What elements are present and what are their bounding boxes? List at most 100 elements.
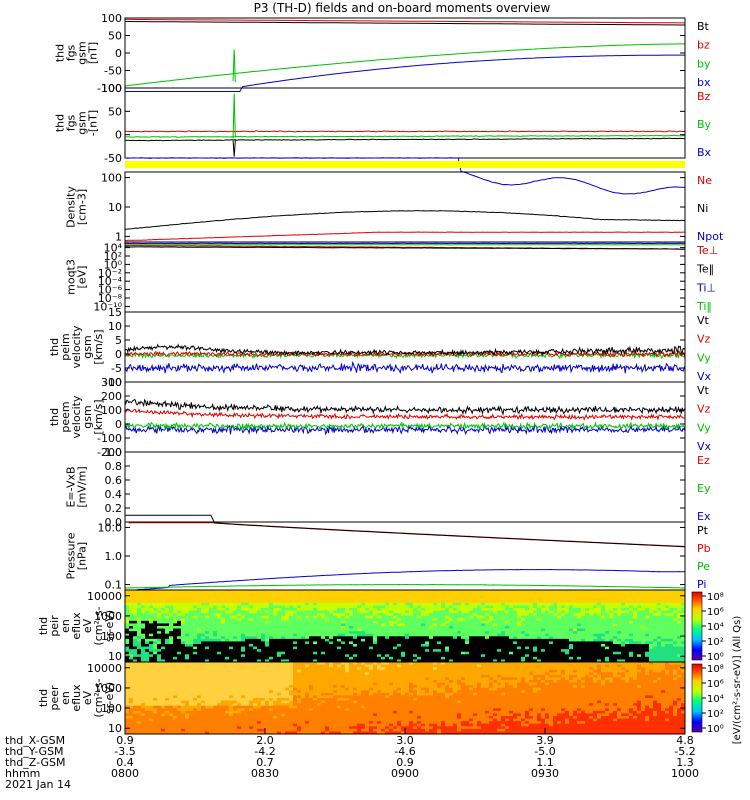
legend-Vx: Vx: [697, 370, 712, 383]
legend-Vz: Vz: [697, 333, 711, 346]
ytick-label: 10⁻⁴: [98, 275, 123, 288]
ytick-label: 0: [115, 418, 122, 431]
trace-bz: [125, 18, 685, 24]
ylabel-line: gsm: [76, 111, 89, 134]
ylabel-line: [cm-3]: [76, 189, 89, 225]
xaxis-value: -5.0: [534, 745, 555, 758]
colorbar-tick: 10⁶: [707, 679, 724, 690]
ytick-label: 10²: [104, 250, 122, 263]
panel-peer-eflux-traces: [125, 662, 686, 735]
ylabel-line: gsm: [81, 405, 94, 428]
panel-density-frame: [124, 171, 686, 243]
legend-Bt: Bt: [697, 20, 710, 33]
colorbar-peir-eflux: 10⁸ 10⁶ 10⁴ 10² 10⁰ [eV/(cm²-s-sr-eV)] (All Q…: [691, 591, 743, 745]
ylabel-line: [mV/m]: [76, 466, 89, 507]
legend-Vx: Vx: [697, 440, 712, 453]
xaxis-row-label: thd_Z-GSM: [5, 756, 65, 769]
spectrogram-peir-eflux: [125, 590, 686, 663]
trace-bt: [125, 21, 685, 26]
xaxis-value: 0930: [531, 767, 559, 780]
ylabel-line: [nPa]: [76, 542, 89, 570]
ylabel-line: eflux: [70, 684, 83, 712]
panel-efield: 1.00.80.60.40.20.0 E=-VxB[mV/m] Ez Ey Ex: [65, 446, 711, 529]
ylabel-line: [km/s]: [92, 399, 105, 434]
ylabel-line: sr-eV): [103, 610, 116, 642]
panel-pressure-traces: [124, 514, 686, 592]
legend-Npot: Npot: [697, 230, 724, 243]
panel-peer-eflux: 10000 1000 100 10 thdpeerenefluxeV(cm²-s-sr-…: [37, 661, 686, 735]
trace-by: [124, 43, 685, 87]
ytick-label: 10: [108, 722, 122, 735]
colorbar-tick: 10⁶: [707, 607, 724, 618]
ylabel-line: Density: [65, 186, 78, 228]
panel-temperature: 10⁴10²10⁰10⁻²10⁻⁴10⁻⁶10⁻⁸10⁻¹⁰moqt3[eV]T…: [65, 241, 718, 313]
ylabel-line: fgs: [65, 44, 78, 61]
xaxis-row-label: thd_X-GSM: [5, 734, 65, 747]
trace-pt: [125, 514, 686, 548]
panel-efield-yticks: 1.00.80.60.40.20.0: [105, 446, 685, 529]
xaxis-value: 1.1: [536, 756, 554, 769]
ylabel-line: gsm: [81, 335, 94, 358]
ylabel-line: peem: [59, 401, 72, 432]
legend-Vz: Vz: [697, 403, 711, 416]
legend-Pi: Pi: [697, 578, 706, 591]
trace-npot: [124, 157, 686, 195]
xaxis-value: 4.8: [676, 734, 694, 747]
colorbar-tick: 10²: [707, 637, 724, 648]
xaxis-value: -4.6: [394, 745, 415, 758]
ylabel-line: velocity: [70, 395, 83, 438]
ytick-label: 1000: [94, 682, 122, 695]
panel-fgs-dsl-frame: [124, 87, 686, 159]
ytick-label: 0.8: [105, 460, 123, 473]
ylabel-line: moqt3: [65, 259, 78, 295]
trace-bx: [125, 54, 685, 92]
legend-Ne: Ne: [697, 174, 712, 187]
ytick-label: 100: [101, 404, 122, 417]
ylabel-line: peim: [59, 333, 72, 361]
panel-temperature-frame: [124, 241, 686, 313]
colorbar-peer-eflux: 10⁸ 10⁶ 10⁴ 10² 10⁰: [691, 663, 724, 735]
ytick-label: 0.0: [105, 516, 123, 529]
ytick-label: 0: [115, 129, 122, 142]
spike-by: [232, 49, 236, 83]
trace-bx-dark: [124, 137, 686, 142]
legend-Ti‖: Ti‖: [696, 300, 712, 313]
colorbar-label: [eV/(cm²-s-sr-eV)] (All Qs): [732, 616, 743, 745]
trace-vx: [124, 423, 686, 436]
ylabel-line: thd: [48, 408, 61, 426]
ytick-label: -100: [97, 432, 122, 445]
panel-peer-eflux-yticks: 10000 1000 100 10: [87, 662, 685, 735]
legend-By: By: [697, 118, 712, 131]
xaxis-value: 0.4: [116, 756, 134, 769]
ytick-label: 300: [101, 376, 122, 389]
ylabel-line: en: [59, 619, 72, 633]
trace-te-par: [125, 246, 686, 250]
panel-pressure-frame: [124, 521, 686, 591]
ytick-label: 100: [101, 172, 122, 185]
panel-fgs-dsl-legend: Bz By Bx: [697, 90, 712, 159]
ytick-label: -5: [111, 362, 122, 375]
ylabel-line: thd: [54, 114, 67, 132]
panel-fgs-gsm-traces: [124, 18, 685, 92]
legend-Bx: Bx: [697, 146, 712, 159]
ylabel-line: -[nT]: [87, 110, 100, 136]
ytick-label: 100: [101, 82, 122, 95]
panel-efield-ylabel: E=-VxB[mV/m]: [65, 466, 89, 507]
ytick-label: 0.2: [105, 502, 123, 515]
colorbar-tick: 10⁴: [707, 694, 724, 705]
ytick-label: 0.6: [105, 474, 123, 487]
legend-Pe: Pe: [697, 560, 710, 573]
panel-peim-velocity-frame: [124, 311, 686, 383]
trace-ni: [124, 210, 686, 230]
ylabel-line: peer: [48, 685, 61, 711]
ylabel-line: thd: [37, 617, 50, 635]
ytick-label: 1000: [94, 610, 122, 623]
panel-peir-eflux: 10000 1000 100 10 thdpeirenefluxeV(cm²-s-sr-…: [37, 589, 686, 663]
date-label: 2021 Jan 14: [5, 778, 71, 791]
panel-fgs-gsm-frame: [124, 17, 686, 89]
